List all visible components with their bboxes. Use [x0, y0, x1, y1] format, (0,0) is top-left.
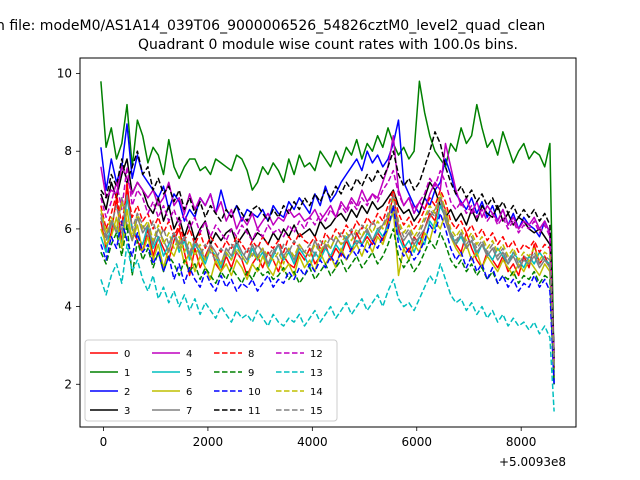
legend-label-7: 7 [186, 406, 192, 417]
legend-box [84, 339, 338, 422]
legend-label-10: 10 [248, 387, 261, 398]
figure-suptitle: n file: modeM0/AS1A14_039T06_9000006526_… [0, 18, 545, 34]
x-axis: 0 2000 4000 6000 8000 [100, 427, 537, 449]
series-line-12 [100, 166, 555, 362]
legend-label-14: 14 [310, 387, 323, 398]
legend-label-2: 2 [124, 387, 130, 398]
legend-label-4: 4 [186, 349, 192, 360]
series-line-15 [100, 193, 555, 369]
legend-label-11: 11 [248, 406, 261, 417]
axes-frame [79, 57, 577, 428]
series-line-4 [100, 134, 555, 362]
x-tick-label: 0 [100, 435, 108, 449]
x-tick-label: 6000 [401, 435, 432, 449]
legend-label-13: 13 [310, 368, 323, 379]
legend-label-0: 0 [124, 349, 130, 360]
legend-label-5: 5 [186, 368, 192, 379]
series-line-11 [100, 131, 555, 362]
series-line-6 [100, 208, 555, 381]
legend-label-3: 3 [124, 406, 130, 417]
series-line-13 [100, 243, 555, 412]
legend-label-12: 12 [310, 349, 323, 360]
series-line-1 [100, 80, 555, 369]
chart-title: Quadrant 0 module wise count rates with … [138, 37, 518, 53]
x-tick-label: 4000 [297, 435, 328, 449]
y-axis: 2 4 6 8 10 [57, 67, 80, 391]
legend-label-9: 9 [248, 368, 254, 379]
y-tick-label: 8 [64, 144, 72, 158]
series-layer [100, 80, 555, 412]
series-line-8 [100, 189, 555, 369]
x-tick-label: 8000 [506, 435, 537, 449]
x-tick-label: 2000 [193, 435, 224, 449]
x-offset-label: +5.0093e8 [499, 455, 566, 469]
y-tick-label: 6 [64, 222, 72, 236]
legend-label-15: 15 [310, 406, 323, 417]
y-tick-label: 10 [57, 67, 72, 81]
legend-label-8: 8 [248, 349, 254, 360]
legend-label-6: 6 [186, 387, 192, 398]
y-tick-label: 4 [64, 300, 72, 314]
legend-label-1: 1 [124, 368, 130, 379]
series-line-3 [100, 158, 555, 354]
series-line-10 [100, 204, 555, 385]
y-tick-label: 2 [64, 377, 72, 391]
